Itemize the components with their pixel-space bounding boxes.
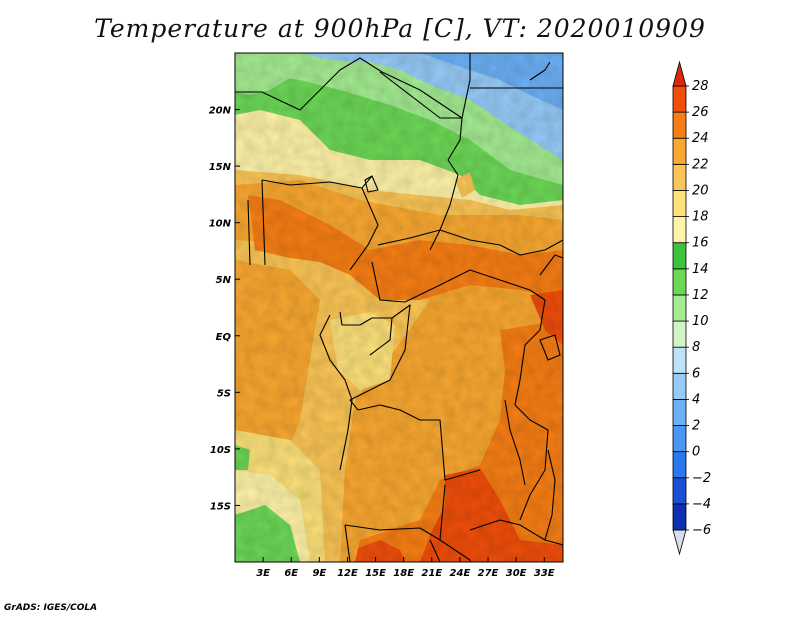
temperature-field bbox=[235, 53, 563, 562]
grads-credit: GrADS: IGES/COLA bbox=[4, 603, 98, 613]
colorbar-label: −4 bbox=[692, 497, 711, 512]
lat-tick-label: 15N bbox=[209, 162, 232, 173]
colorbar-swatch bbox=[672, 216, 687, 244]
lat-tick-label: 10S bbox=[210, 445, 231, 456]
colorbar-swatch bbox=[672, 85, 687, 113]
colorbar-swatch bbox=[672, 60, 687, 87]
lon-tick-label: 33E bbox=[534, 568, 555, 579]
border-gabon-congo bbox=[339, 311, 393, 356]
colorbar-swatch bbox=[672, 294, 687, 322]
lat-tick-label: 5S bbox=[217, 388, 231, 399]
longitude-axis: 3E 6E 9E 12E 15E 18E 21E 24E 27E 30E 33E bbox=[256, 557, 555, 579]
latitude-axis: 20N 15N 10N 5N EQ 5S 10S 15S bbox=[209, 106, 240, 512]
border-lake-chad bbox=[364, 175, 379, 193]
colorbar-label: 6 bbox=[692, 366, 700, 381]
colorbar-label: 12 bbox=[692, 288, 709, 303]
colorbar-label: 0 bbox=[692, 445, 700, 460]
lon-tick-label: 21E bbox=[421, 568, 442, 579]
colorbar-label: 20 bbox=[692, 183, 709, 198]
border-lake-tanganyika bbox=[504, 399, 526, 486]
colorbar-swatch bbox=[672, 242, 687, 270]
colorbar-label: 26 bbox=[692, 105, 709, 120]
lon-tick-label: 27E bbox=[478, 568, 499, 579]
colorbar-swatch bbox=[672, 111, 687, 139]
lat-tick-label: 20N bbox=[209, 106, 232, 117]
colorbar-swatch bbox=[672, 320, 687, 348]
country-borders bbox=[235, 53, 563, 562]
colorbar-swatch bbox=[672, 399, 687, 426]
border-angola-namibia bbox=[344, 524, 441, 541]
colorbar-label: −6 bbox=[692, 523, 711, 538]
lon-tick-label: 9E bbox=[312, 568, 326, 579]
colorbar-label: 4 bbox=[692, 392, 700, 407]
colorbar-swatch bbox=[672, 451, 687, 479]
border-coast-west bbox=[319, 314, 353, 471]
colorbar-label: 2 bbox=[692, 419, 700, 434]
colorbar-label: 14 bbox=[692, 262, 709, 277]
colorbar-label: 8 bbox=[692, 340, 700, 355]
colorbar-swatch bbox=[672, 190, 687, 217]
lat-tick-label: EQ bbox=[216, 332, 232, 343]
colorbar-label: 16 bbox=[692, 236, 709, 251]
colorbar-swatch bbox=[672, 163, 687, 191]
border-drc-angola bbox=[357, 404, 481, 481]
map-title: Temperature at 900hPa [C], VT: 202001090… bbox=[94, 14, 706, 43]
field-grain bbox=[235, 53, 563, 562]
border-lake-victoria bbox=[539, 334, 561, 361]
lon-tick-label: 24E bbox=[450, 568, 471, 579]
lon-tick-label: 30E bbox=[506, 568, 527, 579]
lon-tick-label: 3E bbox=[256, 568, 270, 579]
lon-tick-label: 6E bbox=[284, 568, 298, 579]
colorbar-swatch bbox=[672, 529, 687, 556]
border-benin-togo bbox=[247, 179, 266, 266]
border-chad-car bbox=[377, 229, 501, 246]
border-namibia bbox=[344, 524, 351, 562]
lon-tick-label: 15E bbox=[365, 568, 386, 579]
map-frame bbox=[234, 52, 564, 563]
border-zambia-south bbox=[469, 519, 563, 546]
colorbar-swatch bbox=[672, 425, 687, 453]
colorbar-label: 18 bbox=[692, 210, 709, 225]
lat-tick-label: 5N bbox=[216, 275, 232, 286]
colorbar-label: 10 bbox=[692, 314, 709, 329]
colorbar-label: −2 bbox=[692, 471, 711, 486]
lon-tick-label: 18E bbox=[393, 568, 414, 579]
colorbar-swatch bbox=[672, 137, 687, 165]
colorbar-swatch bbox=[672, 503, 687, 531]
border-drc-uganda bbox=[514, 289, 546, 406]
border-red-sea-coast bbox=[529, 61, 551, 81]
colorbar-swatch bbox=[672, 346, 687, 374]
border-lake-malawi bbox=[544, 449, 556, 541]
border-algeria-niger bbox=[235, 57, 463, 161]
colorbar-label: 22 bbox=[692, 157, 709, 172]
border-libya-chad bbox=[379, 53, 471, 119]
border-car-drc bbox=[371, 261, 531, 303]
colorbar-swatch bbox=[672, 372, 687, 400]
border-kenya bbox=[539, 254, 563, 276]
border-sudan-south bbox=[499, 239, 563, 256]
colorbar-swatch bbox=[672, 477, 687, 505]
colorbar-label: 24 bbox=[692, 131, 709, 146]
lat-tick-label: 15S bbox=[210, 501, 231, 512]
colorbar-swatch bbox=[672, 268, 687, 296]
lon-tick-label: 12E bbox=[337, 568, 358, 579]
colorbar-label: 28 bbox=[692, 79, 709, 94]
border-chad-sudan bbox=[429, 159, 459, 251]
lat-tick-label: 10N bbox=[209, 219, 232, 230]
border-niger-nigeria bbox=[261, 175, 373, 189]
border-tanzania bbox=[514, 404, 549, 521]
map-figure: 3E 6E 9E 12E 15E 18E 21E 24E 27E 30E 33E 20N 15N 10N… bbox=[209, 52, 711, 579]
border-nigeria-cameroon bbox=[349, 187, 379, 271]
